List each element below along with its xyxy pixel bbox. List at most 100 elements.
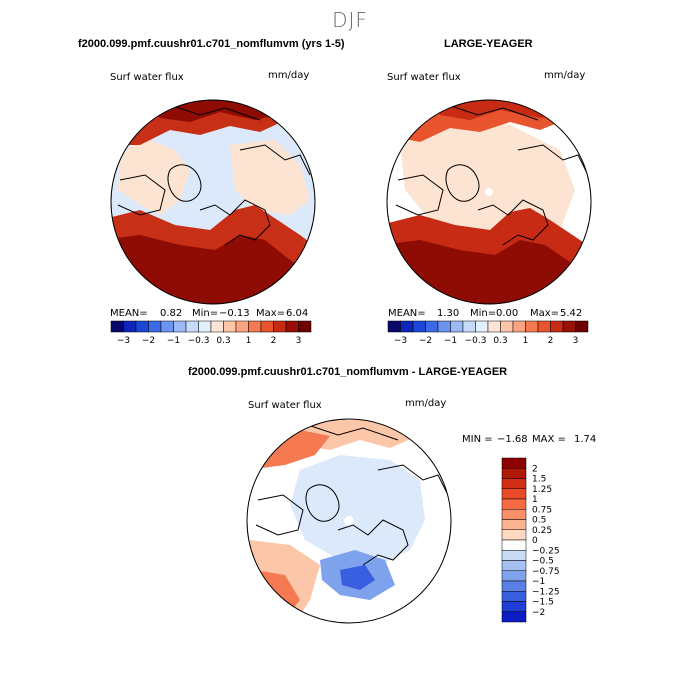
colorbar-swatch xyxy=(487,320,501,333)
colorbar-tick-label: 1 xyxy=(532,495,538,505)
nordic-min-field xyxy=(340,565,375,590)
colorbar-swatch xyxy=(110,320,124,333)
colorbar-swatch xyxy=(475,320,489,333)
colorbar-tick-label: −0.5 xyxy=(532,557,554,567)
colorbar-tick-label: −1 xyxy=(444,336,457,346)
map-panel2 xyxy=(387,100,591,304)
colorbar-swatch xyxy=(210,320,224,333)
colorbar-tick-label: 1.5 xyxy=(532,475,546,485)
colorbar-tick-label: −0.75 xyxy=(532,567,560,577)
colorbar-swatch xyxy=(501,498,527,510)
colorbar-swatch xyxy=(298,320,312,333)
coastline-siberia xyxy=(239,144,311,176)
colorbar-tick-label: 2 xyxy=(532,464,538,474)
panel3-title: f2000.099.pmf.cuushr01.c701_nomflumvm - … xyxy=(188,366,508,378)
panel3-max-label: MAX = xyxy=(532,434,566,445)
panel2-max-label: Max= xyxy=(530,308,560,319)
colorbar-tick-label: 2 xyxy=(548,336,554,346)
panel1-max: 6.04 xyxy=(286,308,309,319)
panel1-units: mm/day xyxy=(268,70,310,81)
coastline-siberia xyxy=(377,464,449,496)
colorbar-tick-label: −1.25 xyxy=(532,587,560,597)
colorbar-tick-label: 2 xyxy=(271,336,277,346)
colorbar-tick-label: 1 xyxy=(523,336,529,346)
coastline-siberia xyxy=(517,144,589,176)
colorbar-tick-label: 0.25 xyxy=(532,526,552,536)
panel1-title: f2000.099.pmf.cuushr01.c701_nomflumvm (y… xyxy=(78,38,345,50)
panel1-min-label: Min= xyxy=(192,308,219,319)
colorbar-tick-label: −0.3 xyxy=(465,336,487,346)
panel1-max-label: Max= xyxy=(256,308,286,319)
colorbar-tick-label: −2 xyxy=(142,336,155,346)
colorbar-swatch xyxy=(525,320,539,333)
colorbar-swatch xyxy=(273,320,287,333)
colorbar-swatch xyxy=(285,320,299,333)
panel2-min-label: Min= xyxy=(470,308,497,319)
panel2-mean-label: MEAN= xyxy=(388,308,426,319)
panel1-mean: 0.82 xyxy=(160,308,183,319)
colorbar-swatch xyxy=(185,320,199,333)
colorbar-swatch xyxy=(462,320,476,333)
colorbar-tick-label: 3 xyxy=(296,336,302,346)
colorbar-tick-label: −3 xyxy=(394,336,407,346)
colorbar-swatch xyxy=(501,488,527,500)
colorbar-swatch xyxy=(412,320,426,333)
colorbar-tick-label: 3 xyxy=(573,336,579,346)
coastline-greenland xyxy=(305,484,340,522)
colorbar-swatch xyxy=(501,591,527,602)
panel3-min-label: MIN = xyxy=(462,434,493,445)
colorbar-swatch xyxy=(248,320,262,333)
panel1-mean-label: MEAN= xyxy=(110,308,148,319)
panel2-mean: 1.30 xyxy=(437,308,460,319)
figure-title: DJF xyxy=(332,8,368,32)
colorbar-swatch xyxy=(387,320,401,333)
panel2-min: 0.00 xyxy=(496,308,519,319)
panel3-max: 1.74 xyxy=(574,434,597,445)
colorbar-tick-label: −3 xyxy=(117,336,130,346)
colorbar-swatch xyxy=(562,320,576,333)
panel2-variable: Surf water flux xyxy=(387,72,461,83)
pole-hole xyxy=(485,188,493,196)
coastline-canada xyxy=(117,174,166,216)
colorbar-swatch xyxy=(148,320,162,333)
colorbar-swatch xyxy=(425,320,439,333)
colorbar-tick-label: 0 xyxy=(532,536,538,546)
map-panel1 xyxy=(111,100,315,304)
colorbar-swatch xyxy=(501,550,527,561)
colorbar-tick-label: 0.5 xyxy=(532,516,546,526)
colorbar-swatch xyxy=(500,320,514,333)
colorbar-tick-label: 0.3 xyxy=(493,336,507,346)
colorbar-swatch xyxy=(400,320,414,333)
coastline-europe xyxy=(199,199,271,246)
colorbar-swatch xyxy=(550,320,564,333)
panel3-min: −1.68 xyxy=(497,434,528,445)
pole-hole xyxy=(344,516,354,526)
colorbar-swatch xyxy=(501,529,527,541)
colorbar-swatch xyxy=(575,320,589,333)
colorbar-panel1: −3 −2 −1 −0.3 0.3 1 2 3 xyxy=(110,320,312,346)
colorbar-tick-label: 0.3 xyxy=(216,336,230,346)
colorbar-swatch xyxy=(501,519,527,530)
colorbar-panel2: −3 −2 −1 −0.3 0.3 1 2 3 xyxy=(387,320,589,346)
colorbar-tick-label: 1.25 xyxy=(532,485,552,495)
arctic-ocean-field xyxy=(290,455,425,565)
coastline-greenland xyxy=(167,164,202,202)
colorbar-tick-label: −1.5 xyxy=(532,598,554,608)
colorbar-swatch xyxy=(160,320,174,333)
colorbar-swatch xyxy=(135,320,149,333)
map-panel3 xyxy=(247,419,451,623)
colorbar-tick-label: −1 xyxy=(167,336,180,346)
colorbar-swatch xyxy=(501,509,527,520)
colorbar-swatch xyxy=(235,320,249,333)
colorbar-swatch xyxy=(501,468,527,479)
colorbar-swatch xyxy=(501,611,527,623)
colorbar-swatch xyxy=(501,570,527,582)
colorbar-swatch xyxy=(437,320,451,333)
colorbar-swatch xyxy=(501,478,527,489)
coastline-canada xyxy=(255,494,304,536)
panel2-title: LARGE-YEAGER xyxy=(444,38,533,50)
colorbar-swatch xyxy=(198,320,212,333)
colorbar-tick-label: −0.25 xyxy=(532,546,560,556)
panel1-variable: Surf water flux xyxy=(110,72,184,83)
